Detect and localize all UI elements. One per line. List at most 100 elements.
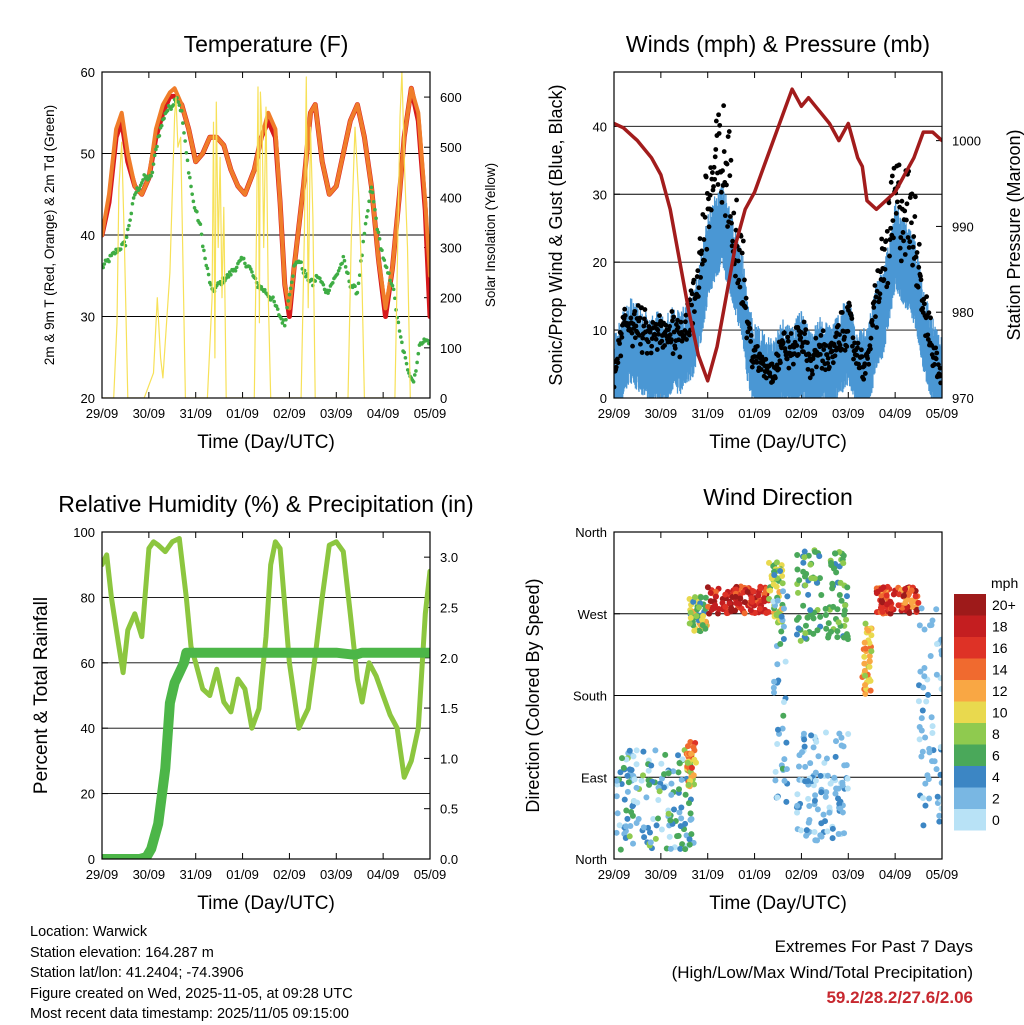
winds-series-gust-point xyxy=(900,230,906,235)
winds-series-gust-point xyxy=(728,157,734,163)
winds-series-gust-point xyxy=(617,341,623,346)
winds-series-gust-point xyxy=(713,118,719,124)
winds-series-gust-point xyxy=(778,360,783,366)
wind_direction-direction-point xyxy=(801,736,808,743)
wind_direction-direction-point xyxy=(801,743,808,750)
winds-series-gust-point xyxy=(769,361,775,367)
temperature-series-2m-td-point xyxy=(371,199,376,204)
winds-series-gust-point xyxy=(872,283,878,288)
winds-series-gust-point xyxy=(748,339,754,344)
wind_direction-direction-point xyxy=(820,811,827,818)
temperature-series-2m-td-point xyxy=(380,248,384,253)
wind_direction-direction-point xyxy=(861,667,868,674)
wind_direction-direction-point xyxy=(920,822,927,829)
wind_direction-direction-point xyxy=(658,826,665,833)
wind_direction-direction-point xyxy=(844,775,851,782)
wind_direction-direction-point xyxy=(771,572,778,579)
wind_direction-xtick-label: 02/09 xyxy=(785,867,818,882)
wind_direction-frame xyxy=(613,531,943,860)
winds-series-gust-point xyxy=(649,343,655,349)
temperature-y2tick-label: 600 xyxy=(440,90,462,105)
temperature-series-2m-td-point xyxy=(288,286,293,291)
temperature-series-2m-td-point xyxy=(398,335,403,339)
temperature-series-2m-td-point xyxy=(191,199,196,204)
temperature-series-2m-td-point xyxy=(165,108,170,113)
temperature-series-2m-td-point xyxy=(396,320,401,325)
winds-series-gust-point xyxy=(645,339,651,345)
wind_direction-direction-point xyxy=(794,802,801,809)
extremes-values: 59.2/28.2/27.6/2.06 xyxy=(826,988,973,1007)
temperature-series-2m-td-point xyxy=(355,290,360,295)
wind_direction-direction-point xyxy=(750,588,757,595)
wind_direction-direction-point xyxy=(931,758,938,765)
winds-series-gust-point xyxy=(736,247,742,253)
temperature-series-2m-td-point xyxy=(243,261,247,266)
wind_direction-direction-point xyxy=(795,763,802,770)
humidity-ytick-label: 60 xyxy=(81,656,95,671)
winds-ytick-label: 20 xyxy=(593,255,607,270)
wind_direction-legend-swatch xyxy=(954,615,986,637)
winds-series-gust-point xyxy=(898,235,904,240)
wind_direction-legend-label: 4 xyxy=(992,769,1000,785)
wind_direction-direction-point xyxy=(656,788,663,795)
wind_direction-direction-point xyxy=(934,793,941,800)
temperature-series-2m-td-point xyxy=(343,265,348,269)
wind_direction-direction-point xyxy=(738,605,745,612)
wind_direction-direction-point xyxy=(702,594,709,601)
wind_direction-direction-point xyxy=(686,841,693,848)
wind_direction-direction-point xyxy=(774,741,781,748)
humidity-ytick-label: 0 xyxy=(88,852,95,867)
temperature-series-2m-td-point xyxy=(393,296,397,301)
winds-series-gust-point xyxy=(835,323,841,328)
winds-series-gust-point xyxy=(622,306,628,312)
temperature-series-2m-td-point xyxy=(416,351,421,356)
temperature-series-2m-td-point xyxy=(233,269,238,273)
wind_direction-direction-point xyxy=(805,591,812,598)
wind_direction-direction-point xyxy=(676,809,683,816)
humidity-xtick-label: 30/09 xyxy=(133,867,166,882)
winds-series-gust-point xyxy=(881,277,887,282)
winds-series-gust-point xyxy=(727,214,733,219)
winds-series-gust-point xyxy=(754,343,760,349)
winds-series-gust-point xyxy=(716,131,722,136)
wind_direction-direction-point xyxy=(800,730,807,737)
wind_direction-legend-swatch xyxy=(954,744,986,766)
winds-series-gust-point xyxy=(918,277,924,283)
wind_direction-direction-point xyxy=(728,608,735,615)
wind_direction-direction-point xyxy=(687,810,694,817)
temperature-series-2m-td-point xyxy=(155,144,159,149)
wind_direction-direction-point xyxy=(861,639,868,646)
wind_direction-direction-point xyxy=(777,567,784,574)
wind_direction-direction-point xyxy=(922,734,929,741)
winds-series-gust-point xyxy=(844,344,850,349)
winds-series-gust-point xyxy=(910,244,916,250)
winds-series-gust-point xyxy=(933,356,939,362)
wind_direction-direction-point xyxy=(814,806,821,813)
winds-series-gust-point xyxy=(842,334,847,340)
winds-series-gust-point xyxy=(810,371,815,377)
winds-series-gust-point xyxy=(842,347,848,353)
wind_direction-direction-point xyxy=(895,591,902,598)
wind_direction-direction-point xyxy=(691,756,698,763)
temperature-series-2m-td-point xyxy=(162,116,166,121)
wind_direction-direction-point xyxy=(737,595,744,602)
winds-series-gust-point xyxy=(902,208,908,214)
wind_direction-direction-point xyxy=(919,707,926,714)
temperature-xtick-label: 03/09 xyxy=(320,406,353,421)
humidity-ytick-label: 100 xyxy=(73,525,95,540)
winds-series-gust-point xyxy=(818,333,824,338)
winds-series-gust-point xyxy=(653,321,659,327)
temperature-series-2m-td-point xyxy=(353,284,357,289)
temperature-series-2m-td-point xyxy=(177,103,182,107)
wind_direction-legend-label: 16 xyxy=(992,640,1008,656)
winds-series-gust-point xyxy=(774,362,780,368)
winds-series-gust-point xyxy=(678,319,684,325)
temperature-series-2m-td-point xyxy=(149,174,153,178)
wind_direction-direction-point xyxy=(795,589,802,596)
wind_direction-direction-point xyxy=(902,599,909,606)
winds-series-gust-point xyxy=(851,356,856,362)
winds-series-gust-point xyxy=(901,238,906,244)
wind_direction-direction-point xyxy=(917,668,924,675)
temperature-xtick-label: 02/09 xyxy=(273,406,306,421)
temperature-series-2m-td-point xyxy=(340,261,344,266)
